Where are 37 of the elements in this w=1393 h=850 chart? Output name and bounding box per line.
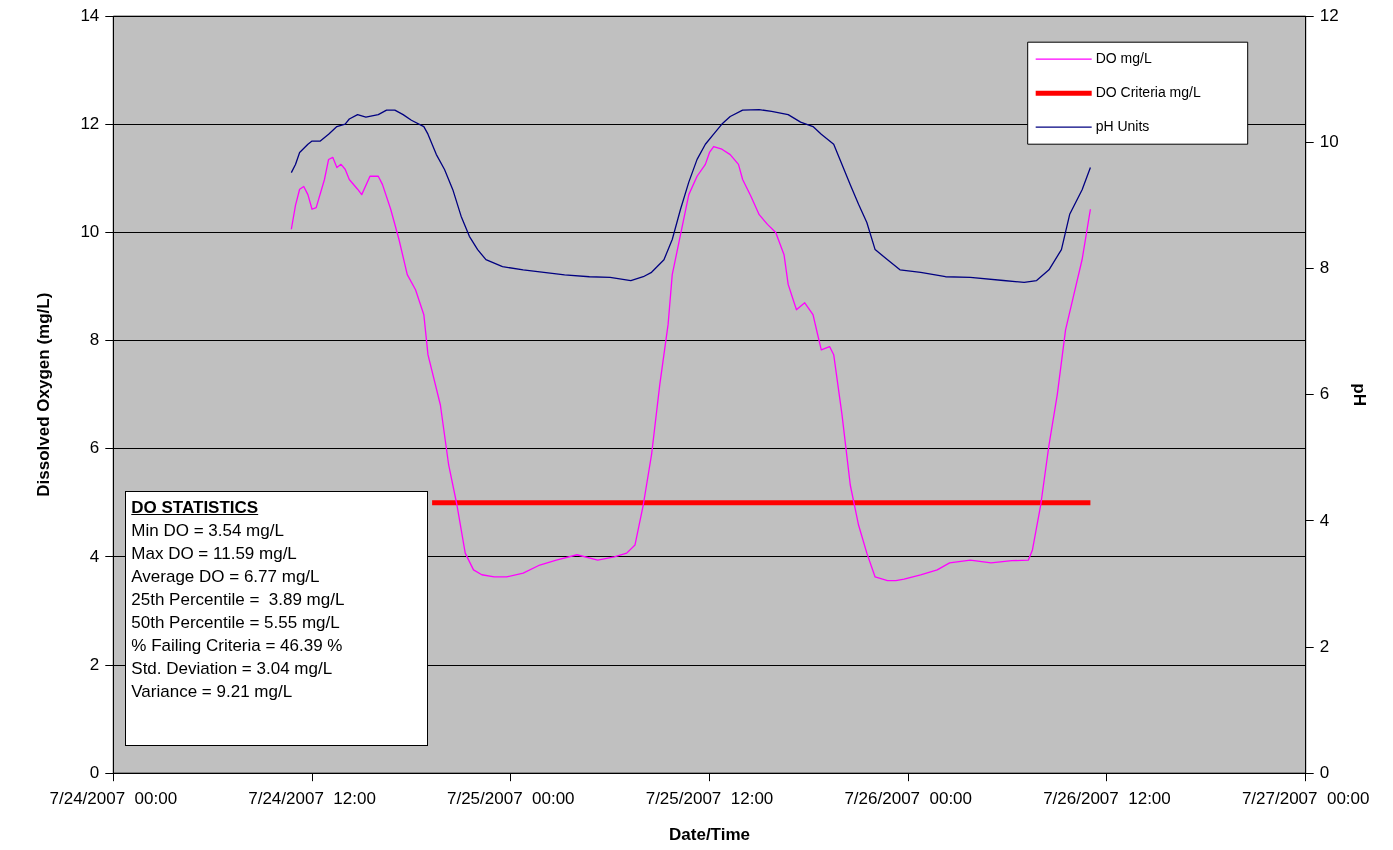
annotation: Max DO = 11.59 mg/L [131,543,298,566]
annotation: Std. Deviation = 3.04 mg/L [131,658,334,681]
y2-tick-label: 4 [1319,510,1330,530]
x-tick-label: 7/26/2007 00:00 [844,789,973,809]
x-tick-label: 7/25/2007 00:00 [446,789,575,809]
x-tick-label: 7/24/2007 00:00 [49,789,178,809]
y2-tick-label: 12 [1319,5,1339,25]
annotation: DO STATISTICS [131,497,260,520]
y-tick-label: 12 [80,114,100,134]
annotation: 50th Percentile = 5.55 mg/L [131,612,341,635]
y-tick-label: 0 [89,762,100,782]
y2-tick-label: 2 [1319,636,1330,656]
y2-axis-title: pH [1350,383,1370,407]
legend-label: pH Units [1095,118,1150,135]
y-tick-label: 8 [89,330,100,350]
y2-tick-label: 10 [1319,132,1339,152]
y2-tick-label: 6 [1319,384,1330,404]
y-axis-title: Dissolved Oxygen (mg/L) [33,292,53,497]
y-tick-label: 6 [89,438,100,458]
y-tick-label: 10 [80,222,100,242]
annotation: Variance = 9.21 mg/L [131,681,294,704]
x-tick-label: 7/24/2007 12:00 [248,789,376,809]
annotation: 25th Percentile = 3.89 mg/L [131,589,346,612]
y-tick-label: 4 [89,546,100,566]
x-tick-label: 7/27/2007 00:00 [1241,789,1370,809]
y-tick-label: 2 [89,654,100,674]
legend-label: DO Criteria mg/L [1095,84,1201,101]
annotation: Min DO = 3.54 mg/L [131,520,285,543]
x-tick-label: 7/26/2007 12:00 [1043,789,1171,809]
legend-label: DO mg/L [1095,50,1152,67]
x-axis-title: Date/Time [669,825,750,845]
y-tick-label: 14 [80,5,100,25]
y2-tick-label: 8 [1319,258,1330,278]
annotation: % Failing Criteria = 46.39 % [131,635,344,658]
annotation: Average DO = 6.77 mg/L [131,566,321,589]
x-tick-label: 7/25/2007 12:00 [645,789,774,809]
y2-tick-label: 0 [1319,762,1330,782]
